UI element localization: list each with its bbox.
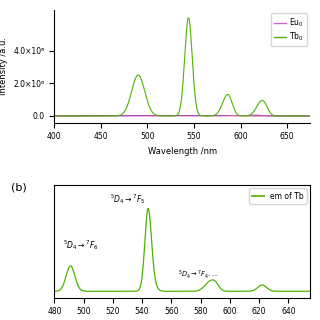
Text: $^5D_4{\rightarrow}^7F_5$: $^5D_4{\rightarrow}^7F_5$	[110, 192, 145, 206]
Text: $^5D_4{\rightarrow}^7F_6$: $^5D_4{\rightarrow}^7F_6$	[63, 238, 99, 252]
Y-axis label: Intensity /a.u.: Intensity /a.u.	[0, 37, 8, 95]
Text: $^5D_4{\rightarrow}^7F_4...$: $^5D_4{\rightarrow}^7F_4...$	[178, 268, 218, 281]
Legend: em of Tb: em of Tb	[249, 188, 307, 204]
X-axis label: Wavelength /nm: Wavelength /nm	[148, 147, 217, 156]
Text: (b): (b)	[11, 182, 27, 192]
Legend: Eu$_0$, Tb$_0$: Eu$_0$, Tb$_0$	[271, 13, 307, 46]
